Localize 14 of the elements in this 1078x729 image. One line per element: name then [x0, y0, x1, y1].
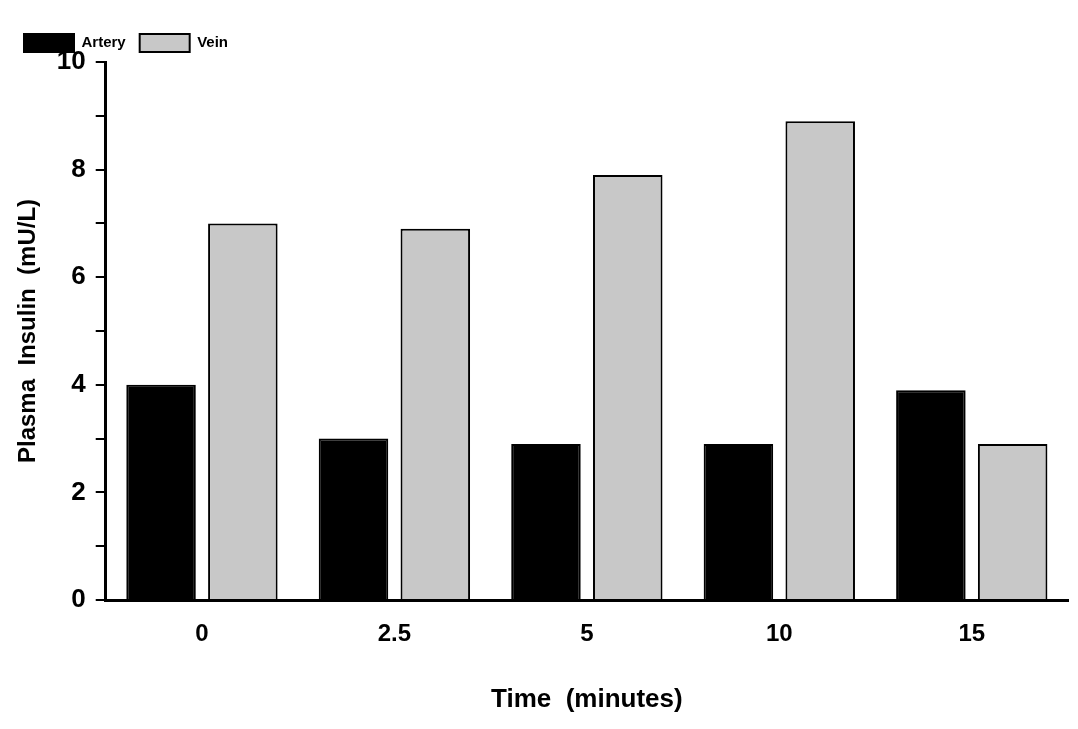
- x-tick-label: 5: [580, 619, 594, 647]
- y-tick-label: 6: [71, 260, 86, 291]
- x-tick-label: 2.5: [377, 619, 412, 647]
- y-tick-label: 8: [71, 152, 86, 183]
- x-tick-label: 10: [765, 619, 793, 647]
- y-tick-label: 4: [71, 367, 87, 398]
- y-tick-label: 0: [71, 583, 86, 614]
- x-tick-label: 15: [958, 619, 986, 647]
- y-tick-label: 2: [71, 475, 86, 506]
- legend-label: Artery: [81, 33, 127, 51]
- legend-label: Vein: [197, 33, 229, 51]
- x-tick-label: 0: [195, 619, 209, 647]
- y-axis-title: Plasma Insulin (mU/L): [13, 198, 41, 464]
- x-axis-title: Time (minutes): [491, 682, 683, 713]
